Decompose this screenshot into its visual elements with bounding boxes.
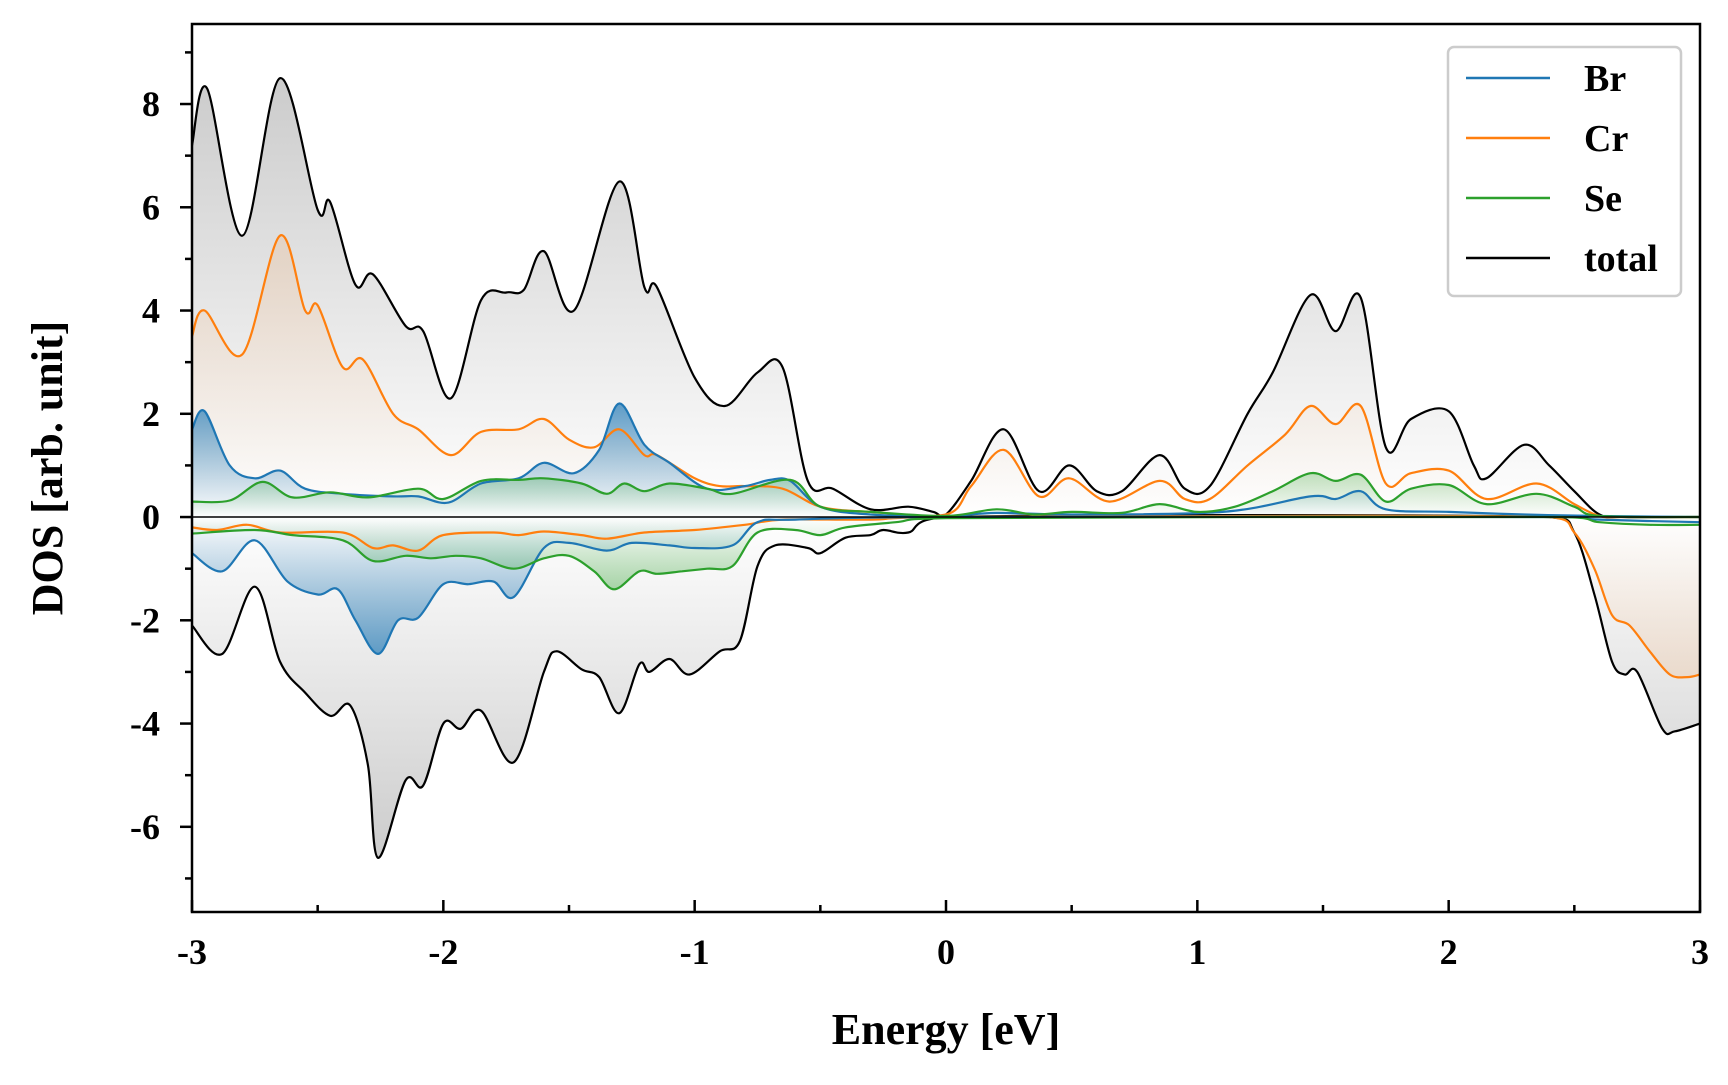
y-tick-label: -6: [130, 807, 160, 847]
legend-label-total: total: [1584, 238, 1658, 280]
y-tick-label: 6: [142, 187, 160, 227]
total-up-line: [190, 77, 1701, 519]
x-tick-label: 1: [1188, 932, 1206, 972]
y-tick-label: 4: [142, 291, 160, 331]
se-up-line: [191, 471, 1701, 519]
cr-down-line: [191, 514, 1701, 679]
y-axis-label: DOS [arb. unit]: [23, 321, 72, 616]
x-tick-label: 2: [1440, 932, 1458, 972]
series-fills: [192, 78, 1700, 858]
y-tick-label: -2: [130, 600, 160, 640]
y-tick-label: 2: [142, 394, 160, 434]
total-down-line: [191, 514, 1701, 859]
legend-box: [1446, 45, 1683, 298]
cr-up-fill: [192, 235, 1700, 518]
x-axis: -3 -2 -1 0 1 2 3: [177, 900, 1709, 972]
se-down-fill: [192, 516, 1700, 590]
legend-label-br: Br: [1584, 58, 1626, 100]
y-axis: -6 -4 -2 0 2 4 6 8: [130, 51, 192, 880]
legend: Br Cr Se total: [1446, 45, 1683, 298]
x-tick-label: -2: [428, 932, 458, 972]
y-tick-label: 0: [142, 497, 160, 537]
total-up-fill: [192, 78, 1700, 518]
x-tick-label: 3: [1691, 932, 1709, 972]
y-tick-label: -4: [130, 704, 160, 744]
legend-label-se: Se: [1584, 178, 1622, 220]
total-down-fill: [192, 515, 1700, 858]
y-tick-label: 8: [142, 84, 160, 124]
legend-label-cr: Cr: [1584, 118, 1628, 160]
x-tick-label: -1: [680, 932, 710, 972]
se-up-fill: [192, 472, 1700, 518]
x-axis-label: Energy [eV]: [832, 1005, 1061, 1054]
x-tick-label: -3: [177, 932, 207, 972]
x-tick-label: 0: [937, 932, 955, 972]
